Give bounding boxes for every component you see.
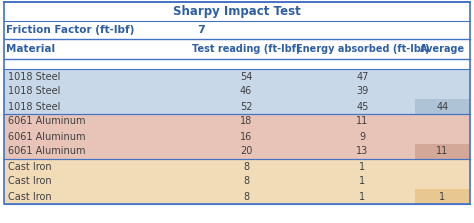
Text: 44: 44 [437,101,448,112]
Text: Friction Factor (ft-lbf): Friction Factor (ft-lbf) [6,25,134,35]
Text: 52: 52 [240,101,252,112]
Text: 8: 8 [243,161,249,171]
Bar [4,84,415,99]
Bar [415,129,470,144]
Text: 39: 39 [356,87,369,97]
Text: 18: 18 [240,116,252,126]
Text: 20: 20 [240,147,252,157]
Text: 8: 8 [243,192,249,202]
Bar [415,159,470,174]
Bar [4,69,415,84]
Bar [415,174,470,189]
Text: 16: 16 [240,132,252,142]
Text: Average: Average [420,44,465,54]
Text: 1: 1 [439,192,446,202]
Text: 46: 46 [240,87,252,97]
Text: 1: 1 [359,176,365,186]
Bar [4,99,415,114]
Bar [415,189,470,204]
Text: 1018 Steel: 1018 Steel [8,101,60,112]
Text: 13: 13 [356,147,369,157]
Text: 6061 Aluminum: 6061 Aluminum [8,116,85,126]
Text: Cast Iron: Cast Iron [8,176,52,186]
Text: 1: 1 [359,192,365,202]
Text: 1018 Steel: 1018 Steel [8,72,60,81]
Text: 11: 11 [356,116,369,126]
Text: Test reading (ft-lbf): Test reading (ft-lbf) [192,44,300,54]
Text: 1: 1 [359,161,365,171]
Text: 47: 47 [356,72,369,81]
Text: 6061 Aluminum: 6061 Aluminum [8,147,85,157]
Text: 54: 54 [240,72,252,81]
Bar [415,69,470,84]
Text: Material: Material [6,44,55,54]
Text: 45: 45 [356,101,369,112]
Text: Sharpy Impact Test: Sharpy Impact Test [173,5,301,18]
Text: 11: 11 [437,147,448,157]
Bar [4,114,415,129]
Text: 1018 Steel: 1018 Steel [8,87,60,97]
Bar [4,129,415,144]
Text: 7: 7 [197,25,205,35]
Text: 8: 8 [243,176,249,186]
Bar [4,174,415,189]
Text: Cast Iron: Cast Iron [8,192,52,202]
Bar [415,99,470,114]
Bar [415,144,470,159]
Text: Cast Iron: Cast Iron [8,161,52,171]
Bar [4,189,415,204]
Text: Energy absorbed (ft-lbf): Energy absorbed (ft-lbf) [296,44,429,54]
Bar [4,159,415,174]
Bar [4,144,415,159]
Text: 9: 9 [359,132,365,142]
Text: 6061 Aluminum: 6061 Aluminum [8,132,85,142]
Bar [415,114,470,129]
Bar [415,84,470,99]
